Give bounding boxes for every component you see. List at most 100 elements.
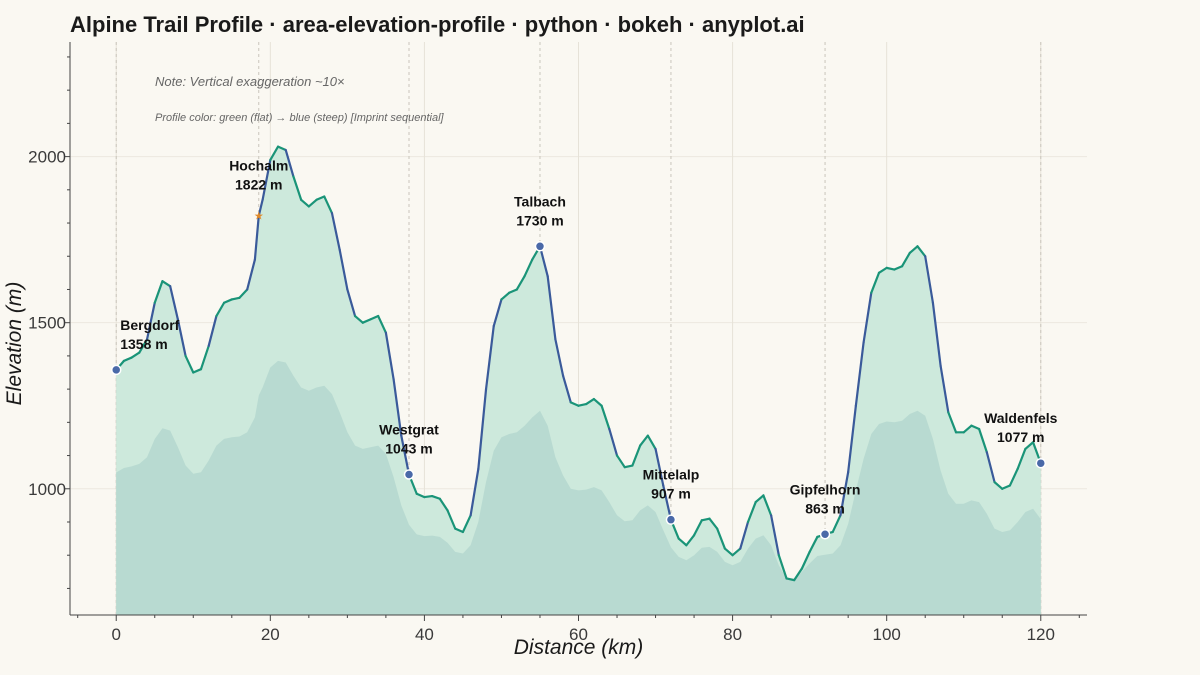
waypoint-elevation: 863 m	[805, 500, 845, 516]
profile-segment	[723, 547, 734, 557]
profile-segment	[700, 517, 711, 522]
profile-segment	[238, 288, 249, 299]
waypoint-elevation: 1043 m	[385, 440, 432, 456]
profile-segment	[184, 354, 195, 374]
profile-segment	[1016, 447, 1027, 470]
profile-segment	[870, 271, 881, 294]
profile-segment	[777, 554, 788, 580]
waypoint-elevation: 1730 m	[516, 212, 563, 228]
waypoint-elevation: 1822 m	[235, 177, 282, 193]
profile-segment	[461, 514, 472, 534]
profile-segment	[446, 509, 457, 530]
profile-segment	[161, 280, 172, 288]
waypoint-marker	[403, 469, 415, 480]
y-tick-label: 2000	[28, 148, 66, 167]
profile-segment	[831, 514, 842, 534]
profile-segment	[346, 288, 357, 318]
profile-segment	[993, 481, 1004, 490]
waypoint-elevation: 907 m	[651, 486, 691, 502]
profile-segment	[369, 314, 380, 321]
profile-segment	[1024, 441, 1035, 451]
profile-segment	[130, 351, 141, 359]
profile-segment	[454, 527, 465, 534]
waypoint-name: Hochalm	[229, 158, 288, 174]
profile-segment	[962, 424, 973, 434]
profile-segment	[785, 577, 796, 582]
axes: 0 20 40 60 80 100 120 1000 1500 2000 Distance (km)…	[3, 42, 1087, 659]
profile-line	[115, 145, 1042, 582]
profile-segment	[246, 258, 257, 291]
profile-segment	[739, 520, 750, 550]
waypoint-name: Gipfelhorn	[790, 481, 861, 497]
profile-segment	[800, 550, 811, 570]
color-note: Profile color: green (flat) → blue (stee…	[155, 112, 445, 124]
profile-segment	[608, 427, 619, 457]
profile-segment	[269, 145, 280, 162]
profile-segment	[554, 338, 565, 377]
waypoint-marker	[665, 514, 677, 525]
profile-segment	[631, 444, 642, 467]
profile-segment	[692, 519, 703, 537]
profile-segment	[569, 401, 580, 407]
profile-segment	[207, 314, 218, 348]
profile-segment	[300, 198, 310, 208]
profile-segment	[916, 245, 927, 258]
profile-segment	[677, 537, 688, 547]
profile-segment	[492, 298, 503, 328]
profile-segment	[145, 301, 156, 341]
waypoint-name: Westgrat	[379, 421, 439, 437]
profile-segment	[893, 265, 904, 271]
profile-segment	[639, 434, 649, 447]
profile-segment	[931, 301, 942, 367]
profile-segment	[338, 248, 349, 291]
profile-segment	[623, 464, 634, 469]
elevation-shadow	[116, 360, 1041, 615]
profile-segment	[392, 378, 403, 437]
profile-segment	[754, 494, 765, 504]
profile-segment	[138, 338, 149, 354]
exaggeration-note: Note: Vertical exaggeration ~10×	[155, 74, 345, 89]
profile-segment	[847, 404, 857, 474]
profile-segment	[561, 374, 572, 404]
profile-segment	[122, 356, 133, 362]
profile-segment	[708, 517, 719, 530]
profile-segment	[253, 214, 260, 261]
profile-segment	[924, 255, 935, 304]
x-tick-label: 0	[111, 625, 120, 644]
waypoint-name: Bergdorf	[120, 317, 179, 333]
profile-segment	[215, 301, 226, 318]
profile-segment	[577, 402, 588, 407]
profile-segment	[615, 454, 626, 469]
waypoint-marker	[110, 364, 122, 376]
y-axis-label: Elevation (m)	[3, 282, 26, 406]
profile-segment	[877, 266, 888, 274]
profile-segment	[1001, 484, 1012, 490]
profile-segment	[515, 275, 526, 291]
profile-segment	[307, 198, 318, 208]
profile-segment	[257, 198, 264, 217]
x-tick-label: 20	[261, 625, 280, 644]
profile-segment	[746, 500, 757, 524]
profile-segment	[793, 567, 804, 582]
profile-segment	[978, 427, 988, 454]
profile-segment	[908, 245, 919, 255]
profile-segment	[276, 145, 287, 152]
profile-segment	[770, 514, 780, 557]
profile-segment	[546, 275, 557, 341]
profile-segment	[431, 494, 441, 500]
profile-segment	[438, 497, 449, 512]
profile-segment	[199, 344, 210, 371]
profile-segment	[762, 494, 773, 517]
x-tick-label: 120	[1027, 625, 1055, 644]
profile-segment	[484, 324, 495, 391]
profile-segment	[153, 280, 164, 304]
profile-segment	[361, 318, 372, 324]
waypoint-marker	[1035, 457, 1047, 469]
profile-segment	[377, 314, 387, 334]
y-tick-label: 1500	[28, 314, 66, 333]
profile-segment	[469, 467, 480, 517]
waypoint-star: ★	[254, 211, 264, 223]
waypoint-markers: ★	[110, 211, 1047, 540]
profile-segment	[900, 251, 911, 268]
waypoint-labels: Bergdorf 1358 m Hochalm 1822 m Westgrat 1043 …	[120, 158, 1057, 517]
